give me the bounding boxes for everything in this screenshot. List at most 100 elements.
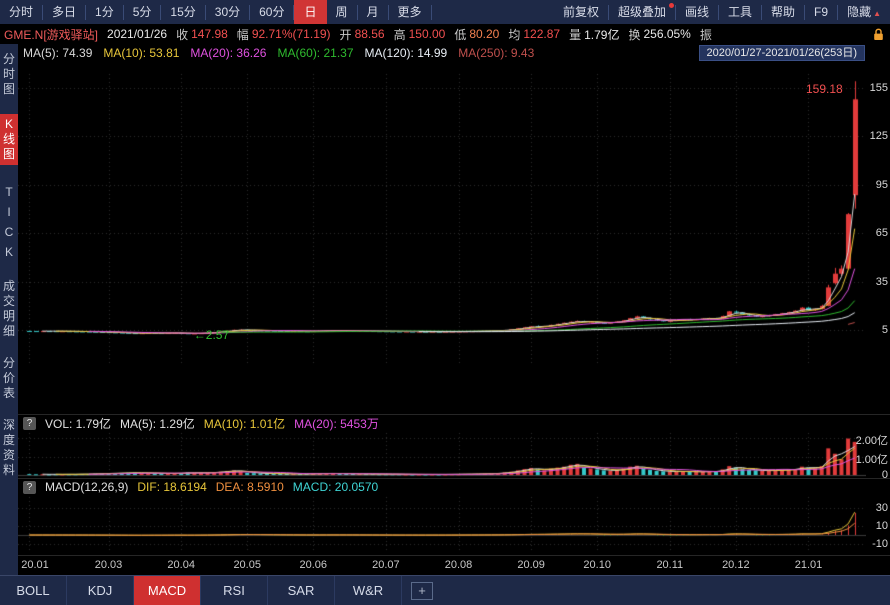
volume-chart-pane: 2.00亿 1.00亿 0 <box>18 431 890 481</box>
stock-info-bar: GME.N[游戏驿站] 2021/01/26 收 147.98 幅 92.71%(7… <box>0 24 890 44</box>
time-axis-label: 20.03 <box>94 559 123 571</box>
tab-boll[interactable]: BOLL <box>0 575 67 605</box>
menu-item-weekly[interactable]: 周 <box>327 4 358 20</box>
menu-item-fenshi[interactable]: 分时 <box>0 4 44 20</box>
ma20-value: MA(20): 36.26 <box>190 46 267 60</box>
time-axis-label: 20.07 <box>372 559 400 571</box>
menu-item-monthly[interactable]: 月 <box>358 4 389 20</box>
price-axis-label: 155 <box>869 82 888 94</box>
field-label-amplitude: 振 <box>699 27 712 42</box>
sidebar-item-trade-detail[interactable]: 成交明细 <box>2 279 15 338</box>
macd-value: MACD: 20.0570 <box>292 480 379 494</box>
vol-value: VOL: 1.79亿 <box>45 416 112 431</box>
sidebar-item-depth-info[interactable]: 深度资料 <box>2 418 15 477</box>
time-axis-label: 20.08 <box>444 559 473 571</box>
field-value-change: 92.71%(71.19) <box>251 27 331 41</box>
dea-value: DEA: 8.5910 <box>215 480 284 494</box>
tab-kdj[interactable]: KDJ <box>67 575 134 605</box>
super-overlay-label: 超级叠加 <box>617 4 666 19</box>
field-label-open: 开 <box>339 27 352 42</box>
ma10-value: MA(10): 53.81 <box>103 46 180 60</box>
field-value-avg: 122.87 <box>523 27 561 41</box>
top-menu-bar: 分时 多日 1分 5分 15分 30分 60分 日 周 月 更多 前复权 超级叠… <box>0 0 890 24</box>
tab-sar[interactable]: SAR <box>268 575 335 605</box>
field-label-change: 幅 <box>236 27 249 42</box>
volume-help-icon[interactable]: ? <box>23 416 36 430</box>
volume-axis-label: 1.00亿 <box>855 453 888 466</box>
ma120-value: MA(120): 14.99 <box>364 46 448 60</box>
sidebar-item-price-table[interactable]: 分价表 <box>2 356 15 400</box>
vol-ma20-value: MA(20): 5453万 <box>294 416 379 431</box>
menu-item-hide[interactable]: 隐藏 ▲ <box>838 5 890 20</box>
price-axis-label: 35 <box>875 275 888 288</box>
time-axis-label: 20.10 <box>583 559 611 571</box>
collapse-arrow-icon: ▲ <box>873 8 881 18</box>
volume-canvas[interactable] <box>18 431 866 478</box>
menu-item-daily-active[interactable]: 日 <box>294 0 327 24</box>
hide-label: 隐藏 <box>847 4 872 19</box>
menu-item-duori[interactable]: 多日 <box>43 4 87 20</box>
price-axis-label: 95 <box>875 178 888 191</box>
macd-help-icon[interactable]: ? <box>23 480 36 494</box>
time-axis-label: 21.01 <box>794 559 823 571</box>
period-menu: 分时 多日 1分 5分 15分 30分 60分 日 周 月 更多 <box>0 0 432 24</box>
menu-item-super-overlay[interactable]: 超级叠加 <box>609 2 676 20</box>
macd-params: MACD(12,26,9) <box>45 480 129 494</box>
field-value-low: 80.20 <box>469 27 500 41</box>
field-label-turnover: 换 <box>628 27 641 42</box>
ma60-value: MA(60): 21.37 <box>277 46 354 60</box>
time-axis-label: 20.09 <box>517 559 545 571</box>
field-value-close: 147.98 <box>191 27 228 41</box>
menu-item-help[interactable]: 帮助 <box>762 4 806 20</box>
ma5-value: MA(5): 74.39 <box>23 46 93 60</box>
volume-axis-label: 2.00亿 <box>855 435 888 447</box>
vol-ma10-value: MA(10): 1.01亿 <box>203 416 286 431</box>
indicator-tab-bar: BOLL KDJ MACD RSI SAR W&R + <box>0 575 890 605</box>
menu-item-5min[interactable]: 5分 <box>124 4 162 20</box>
low-price-annotation: ←2.57 <box>193 327 230 342</box>
time-axis-label: 20.12 <box>722 559 750 571</box>
notification-dot-icon <box>669 2 674 8</box>
price-axis-label: 65 <box>875 227 888 240</box>
field-value-high: 150.00 <box>408 27 446 41</box>
tab-macd-active[interactable]: MACD <box>134 575 201 605</box>
price-axis-label: 125 <box>869 130 888 143</box>
date-range-selector[interactable]: 2020/01/27-2021/01/26(253日) <box>698 45 865 61</box>
ma250-value: MA(250): 9.43 <box>458 46 535 60</box>
menu-item-draw-line[interactable]: 画线 <box>676 4 720 20</box>
menu-item-15min[interactable]: 15分 <box>161 4 206 20</box>
volume-axis-label: 0 <box>881 469 888 481</box>
quote-date: 2021/01/26 <box>107 27 168 41</box>
macd-canvas[interactable] <box>18 495 866 555</box>
time-axis-label: 20.01 <box>21 559 49 571</box>
macd-header: ? MACD(12,26,9) DIF: 18.6194 DEA: 8.5910… <box>18 478 890 495</box>
candlestick-canvas[interactable] <box>18 62 866 414</box>
price-axis-label: 5 <box>881 324 888 336</box>
field-value-volume: 1.79亿 <box>584 27 620 42</box>
tab-wr[interactable]: W&R <box>335 575 402 605</box>
time-axis-label: 20.11 <box>656 559 684 571</box>
menu-item-tools[interactable]: 工具 <box>719 4 763 20</box>
menu-item-f9[interactable]: F9 <box>805 4 839 20</box>
field-label-avg: 均 <box>508 27 521 42</box>
field-value-turnover: 256.05% <box>643 27 691 41</box>
menu-item-more[interactable]: 更多 <box>389 4 432 20</box>
menu-item-forward-adjust[interactable]: 前复权 <box>554 4 609 20</box>
tab-rsi[interactable]: RSI <box>201 575 268 605</box>
price-chart-pane: 5 35 65 95 125 155 159.18 ←2.57 <box>18 62 890 414</box>
menu-item-1min[interactable]: 1分 <box>86 4 124 20</box>
sidebar-item-fenshitu[interactable]: 分时图 <box>2 52 15 96</box>
time-axis: 20.01 20.03 20.04 20.05 20.06 20.07 20.08 20.09… <box>18 555 890 575</box>
lock-icon[interactable] <box>873 27 884 41</box>
menu-item-60min[interactable]: 60分 <box>250 4 295 20</box>
chart-area: MA(5): 74.39 MA(10): 53.81 MA(20): 36.26… <box>18 44 890 575</box>
add-indicator-button[interactable]: + <box>411 581 433 600</box>
field-label-high: 高 <box>393 27 406 42</box>
field-label-low: 低 <box>454 27 467 42</box>
stock-symbol[interactable]: GME.N[游戏驿站] <box>4 27 99 42</box>
macd-chart-pane: 30 10 -10 <box>18 495 890 555</box>
menu-item-30min[interactable]: 30分 <box>206 4 251 20</box>
